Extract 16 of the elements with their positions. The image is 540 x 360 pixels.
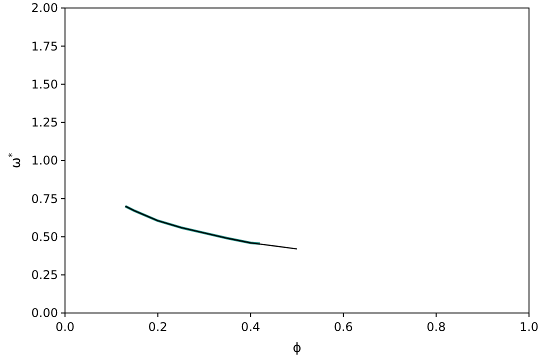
x-tick-label: 0.4 xyxy=(241,320,260,334)
y-tick-label: 0.75 xyxy=(31,192,58,206)
x-tick-label: 0.8 xyxy=(426,320,446,334)
y-tick-label: 1.50 xyxy=(31,77,58,92)
y-tick-label: 1.25 xyxy=(31,116,58,130)
y-tick-label: 0.25 xyxy=(31,268,58,282)
y-tick-label: 0.00 xyxy=(31,306,58,320)
x-tick-label: 1.0 xyxy=(519,320,539,334)
y-tick-label: 1.00 xyxy=(31,154,58,168)
x-tick-label: 0.6 xyxy=(334,320,353,334)
y-tick-label: 2.00 xyxy=(31,1,58,16)
y-tick-label: 0.50 xyxy=(31,230,58,244)
x-tick-label: 0.0 xyxy=(55,320,75,334)
x-tick-label: 0.2 xyxy=(148,320,168,334)
y-tick-label: 1.75 xyxy=(31,39,58,54)
x-axis-title: ϕ xyxy=(292,341,302,356)
